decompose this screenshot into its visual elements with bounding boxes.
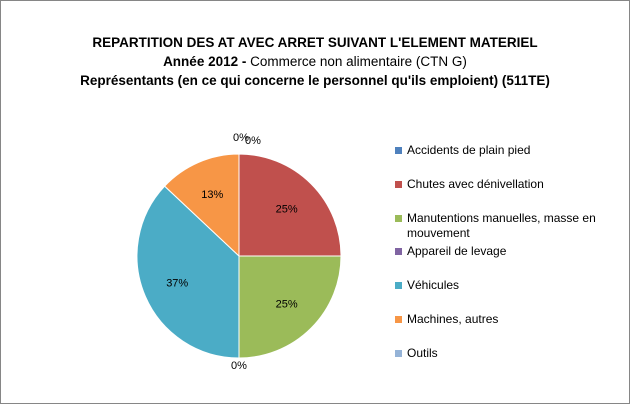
slice-data-label-1: 0%	[245, 135, 261, 147]
chart-subtitle-bold: Année 2012 -	[163, 54, 247, 69]
slice-data-label-6: 13%	[201, 189, 223, 201]
legend-swatch	[395, 147, 402, 154]
legend-label: Machines, autres	[407, 312, 499, 326]
pie-slice-6	[163, 153, 240, 258]
legend-label: Accidents de plain pied	[407, 143, 531, 157]
pie-slice-5	[136, 185, 240, 359]
legend-label: Chutes avec dénivellation	[407, 177, 544, 191]
slice-data-label-7: 0%	[233, 132, 249, 144]
legend-label: Véhicules	[407, 278, 460, 292]
slice-data-label-4: 0%	[231, 360, 247, 372]
slice-data-label-2: 25%	[276, 203, 298, 215]
legend-swatch	[395, 215, 402, 222]
legend-swatch	[395, 316, 402, 323]
slice-data-label-3: 25%	[276, 299, 298, 311]
pie-slice-3	[238, 255, 342, 359]
slice-data-label-5: 37%	[166, 278, 188, 290]
pie-slice-2	[238, 153, 342, 257]
chart-subtitle-2: Représentants (en ce qui concerne le per…	[80, 73, 550, 88]
legend-swatch	[395, 248, 402, 255]
legend-label: Manutentions manuelles, masse en mouveme…	[407, 211, 596, 240]
chart-title: REPARTITION DES AT AVEC ARRET SUIVANT L'…	[92, 35, 538, 50]
legend-label: Outils	[407, 346, 438, 360]
chart-titles: REPARTITION DES AT AVEC ARRET SUIVANT L'…	[1, 33, 629, 90]
chart-subtitle: Année 2012 - Commerce non alimentaire (C…	[1, 52, 629, 71]
legend-swatch	[395, 181, 402, 188]
legend-label: Appareil de levage	[407, 244, 507, 258]
legend-swatch	[395, 350, 402, 357]
legend-swatch	[395, 282, 402, 289]
chart-subtitle-normal: Commerce non alimentaire (CTN G)	[246, 54, 467, 69]
